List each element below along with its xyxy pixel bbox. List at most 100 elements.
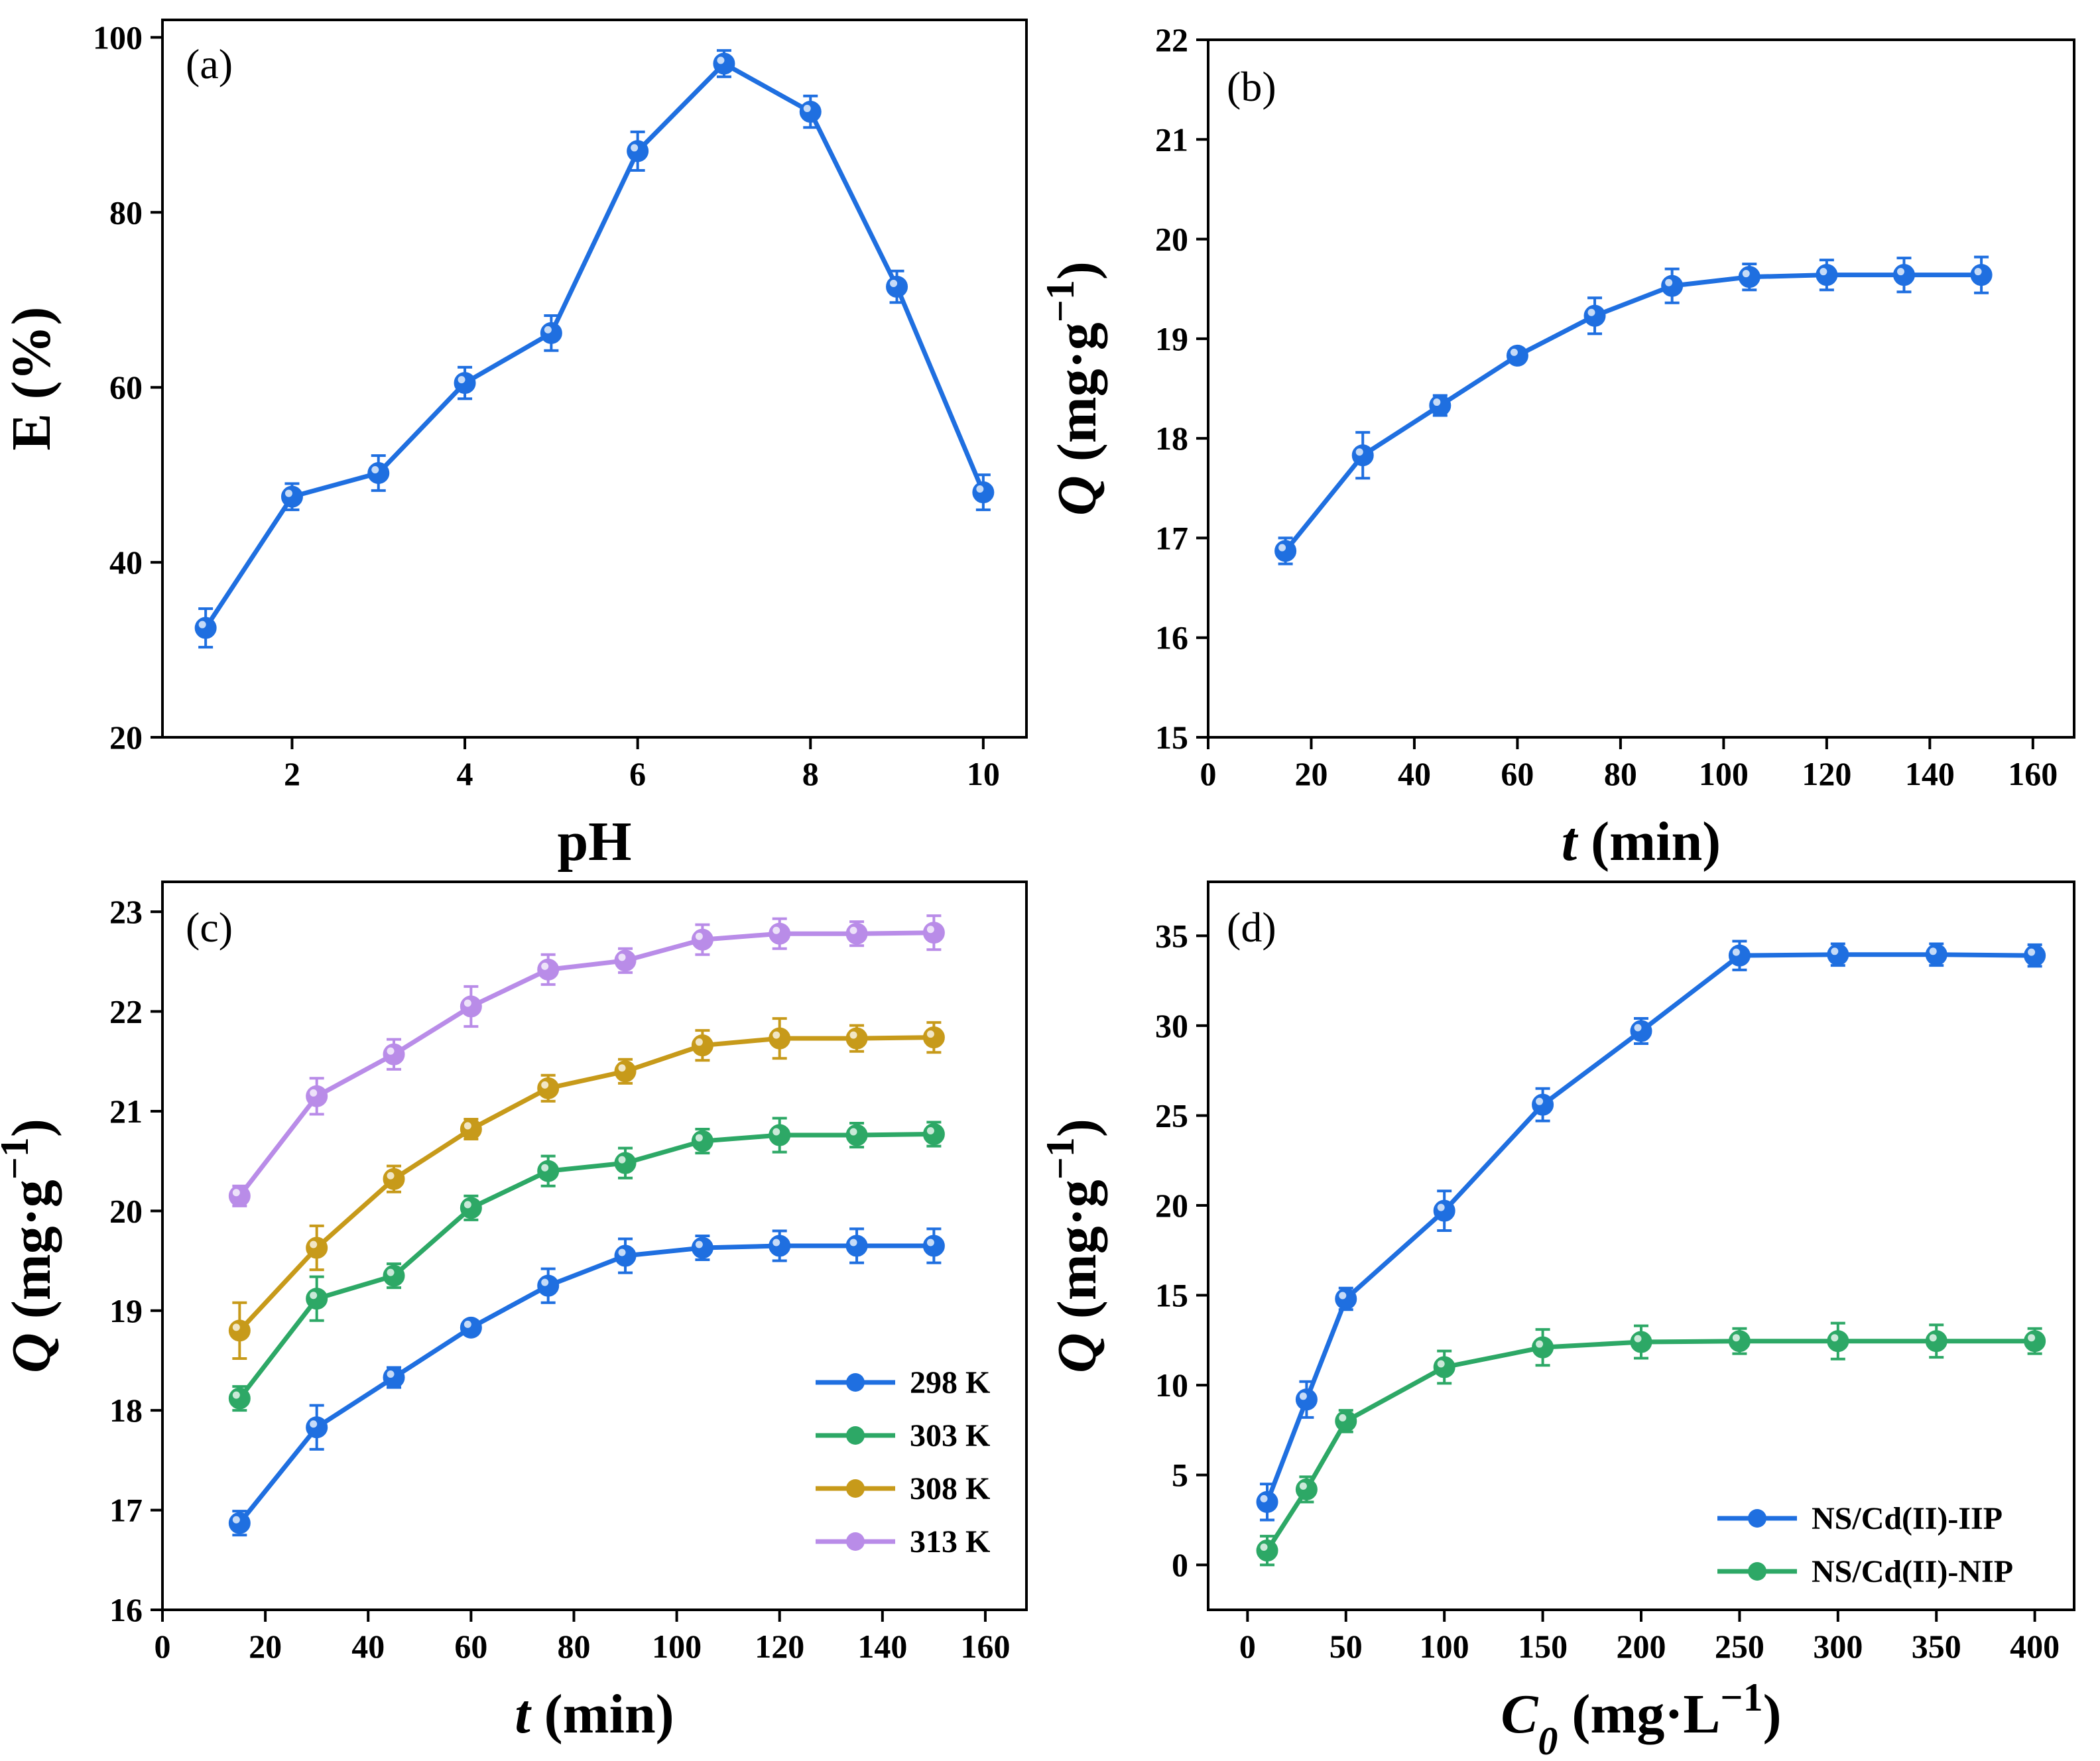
y-tick-label: 0 [1172,1546,1188,1583]
y-tick-label: 20 [1155,1187,1188,1224]
legend-swatch-marker [846,1373,865,1392]
data-point [1816,264,1838,286]
legend-label: NS/Cd(II)-NIP [1812,1554,2013,1589]
series-line [237,1035,936,1333]
data-point-highlight [1437,1360,1445,1368]
data-point-highlight [926,926,934,934]
y-tick-label: 30 [1155,1007,1188,1044]
y-tick-label: 16 [109,1591,143,1628]
data-point [769,1027,791,1050]
x-tick-label: 0 [1200,755,1217,792]
data-point-highlight [1355,448,1363,456]
data-point-highlight [1831,947,1839,955]
data-point [280,485,303,508]
data-point-highlight [387,1268,395,1276]
data-point-highlight [1587,308,1595,316]
y-tick-label: 15 [1155,719,1188,756]
data-point-highlight [1536,1340,1544,1348]
legend: NS/Cd(II)-IIP NS/Cd(II)-NIP [1717,1501,2013,1589]
data-point-highlight [695,1241,703,1248]
data-point-highlight [695,1134,703,1142]
y-tick-label: 17 [1155,519,1188,556]
data-point [614,949,637,972]
data-point-highlight [1831,1334,1839,1342]
legend-label: 313 K [910,1524,990,1559]
series-303-k [228,1117,945,1412]
data-point [1738,266,1760,288]
data-point [713,52,735,75]
data-point [1970,264,1993,286]
series-ns-cd-ii-iip [1256,940,2046,1522]
x-tick-label: 6 [629,755,646,792]
x-tick-label: 120 [755,1628,804,1665]
x-tick-label: 150 [1518,1628,1568,1665]
data-point-highlight [541,1164,549,1172]
series-line [1265,952,2038,1504]
x-tick-label: 300 [1813,1628,1863,1665]
data-point-highlight [1665,278,1673,286]
x-tick-label: 140 [857,1628,907,1665]
data-point [460,1197,482,1219]
x-tick-label: 50 [1329,1628,1363,1665]
data-point-highlight [1437,1203,1445,1211]
data-point [922,1235,945,1257]
data-point-highlight [1634,1335,1642,1343]
data-point [1892,264,1915,286]
data-point [2024,1330,2046,1353]
data-point-highlight [1299,1482,1307,1490]
data-point-highlight [232,1323,240,1331]
data-point-highlight [1896,268,1904,276]
data-point [691,1130,713,1152]
legend-label: 303 K [910,1418,990,1453]
data-point-highlight [1260,1544,1268,1551]
y-tick-label: 23 [109,893,143,930]
x-tick-label: 40 [1398,755,1431,792]
y-tick-label: 19 [1155,320,1188,357]
data-point-highlight [1339,1292,1347,1300]
data-point-highlight [1820,268,1827,276]
y-tick-label: 5 [1172,1457,1188,1494]
x-axis-title: pH [557,811,631,873]
data-point [1429,395,1451,417]
data-point [537,1160,560,1182]
data-point-highlight [198,621,206,629]
data-point [306,1288,328,1310]
data-point-highlight [618,1156,626,1164]
data-point [460,1316,482,1339]
series-e [194,49,995,649]
data-point [228,1319,251,1342]
data-point [1661,274,1684,297]
legend-swatch-marker [846,1532,865,1551]
data-point [537,1274,560,1297]
data-point [614,1245,637,1267]
panel-label: (b) [1227,63,1276,110]
y-tick-label: 15 [1155,1277,1188,1314]
x-axis-title: t (min) [1562,811,1721,873]
y-tick-label: 80 [109,194,143,231]
data-point-highlight [310,1089,318,1097]
data-point [845,1235,868,1257]
x-tick-label: 60 [1501,755,1534,792]
data-point [306,1085,328,1107]
y-tick-label: 25 [1155,1097,1188,1134]
data-point-highlight [1732,948,1740,956]
data-point [1630,1331,1652,1353]
data-point [1433,1356,1455,1378]
data-point [886,275,908,298]
data-point [1827,943,1849,966]
x-tick-label: 80 [557,1628,590,1665]
data-point [1256,1540,1278,1562]
data-point-highlight [1278,544,1286,552]
data-point-highlight [463,1201,471,1209]
legend-swatch-marker [1748,1562,1766,1581]
data-point-highlight [631,144,639,152]
data-point-highlight [387,1047,395,1055]
series-line [203,61,986,631]
x-tick-label: 160 [2008,755,2058,792]
data-point-highlight [232,1391,240,1399]
y-tick-label: 17 [109,1492,143,1529]
y-tick-label: 18 [1155,420,1188,457]
y-tick-label: 20 [109,1192,143,1229]
x-tick-label: 8 [802,755,819,792]
